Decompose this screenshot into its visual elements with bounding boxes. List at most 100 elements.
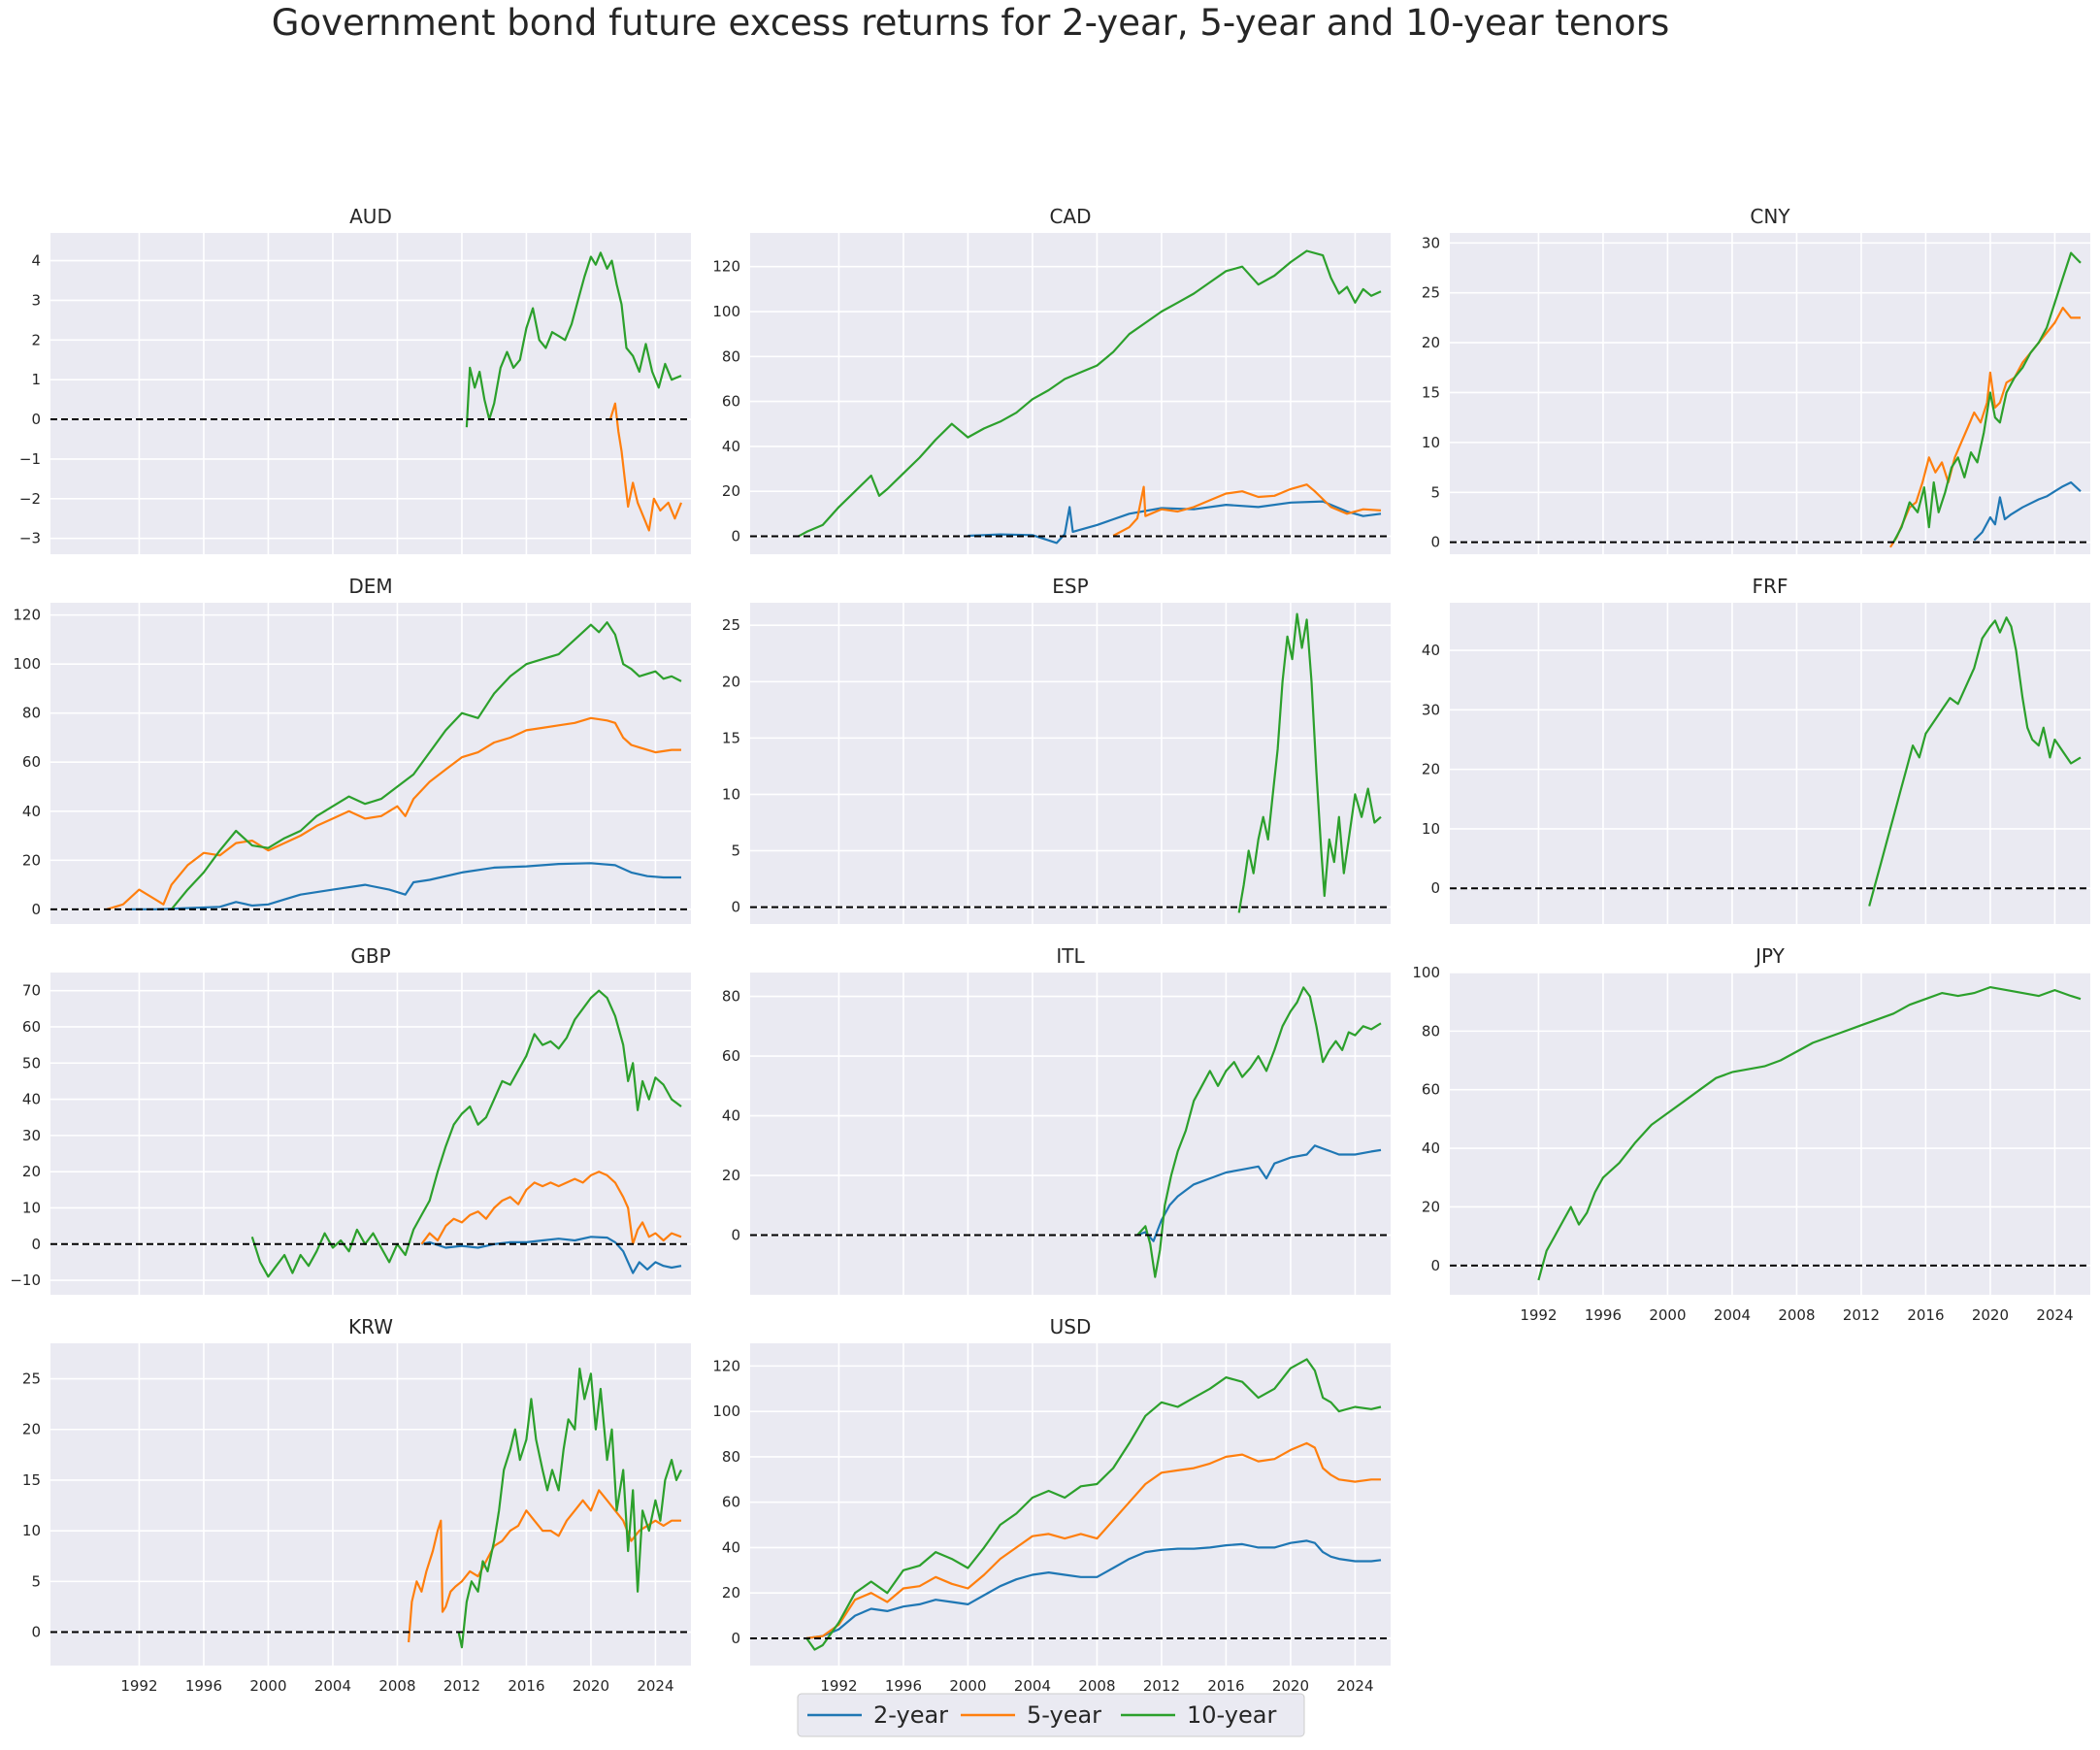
series-line-5-year [1112,483,1382,537]
plot-area-aud [50,233,691,554]
y-tick-label: −3 [19,530,41,547]
panel-gbp: GBP −10 0 10 20 30 40 50 60 70 [10,944,691,1295]
series-line-10-year [465,251,682,428]
panel-usd: USD 0 20 40 60 80 100 120 1992 1996 2000 2004 2008 20… [712,1315,1391,1695]
x-tick-label: 2016 [1907,1306,1944,1324]
panel-title: FRF [1753,575,1788,598]
y-tick-label: 100 [13,655,41,673]
series-group-krw [408,1368,682,1649]
x-tick-label: 2024 [1336,1677,1373,1695]
legend-item-10-year: 10-year [1121,1701,1276,1729]
y-tick-label: 20 [1422,334,1440,351]
y-tick-label: 0 [31,1236,41,1253]
panel-frf: FRF 0 10 20 30 40 [1422,575,2090,924]
x-tick-label: 2000 [949,1677,986,1695]
plot-area-dem [50,603,691,924]
x-tick-label: 1992 [820,1677,857,1695]
y-tick-label: 70 [22,982,41,1000]
panel-title: CAD [1049,205,1091,228]
y-tick-label: 60 [722,1494,740,1511]
panel-cad: CAD 0 20 40 60 80 100 120 [712,205,1391,554]
legend-box [797,1693,1305,1737]
y-tick-label: 5 [1430,483,1440,501]
x-tick-label: 2024 [637,1677,673,1695]
y-tick-label: 1 [31,371,41,388]
y-tick-label: 10 [22,1199,41,1216]
y-tick-label: 80 [722,347,740,365]
y-tick-label: 0 [31,1624,41,1641]
y-tick-label: 40 [22,803,41,820]
y-tick-label: 80 [722,988,740,1006]
x-tick-label: 2012 [1843,1306,1880,1324]
plot-area-esp [750,603,1391,924]
series-group-cad [798,249,1382,545]
series-line-2-year [421,1236,682,1274]
series-group-gbp [250,989,682,1278]
x-tick-label: 1996 [1585,1306,1622,1324]
x-tick-label: 2008 [378,1677,415,1695]
y-tick-label: 60 [1422,1081,1440,1099]
figure-title: Government bond future excess returns fo… [272,2,1669,44]
plot-area-gbp [50,973,691,1295]
y-tick-label: 0 [1430,1257,1440,1274]
series-line-10-year [1136,986,1382,1278]
y-tick-label: −2 [19,490,41,508]
y-tick-label: 80 [1422,1022,1440,1040]
series-group-frf [1868,616,2082,907]
y-tick-label: 20 [22,1163,41,1180]
panel-title: ITL [1056,944,1085,968]
x-tick-label: 2004 [314,1677,351,1695]
y-tick-label: 100 [1412,964,1440,981]
y-tick-label: 2 [31,331,41,348]
series-line-2-year [806,1539,1382,1639]
x-tick-label: 1996 [185,1677,222,1695]
series-group-cny [1888,251,2082,548]
series-line-10-year [170,621,682,910]
y-tick-label: −10 [10,1271,41,1289]
y-tick-label: 25 [1422,284,1440,302]
y-tick-label: 40 [722,438,740,455]
series-line-5-year [608,402,683,532]
y-tick-label: 40 [722,1107,740,1125]
x-tick-label: 2020 [1972,1306,2009,1324]
series-line-10-year [1892,251,2082,544]
series-group-itl [1136,986,1382,1278]
series-line-10-year [805,1358,1382,1651]
panel-title: DEM [348,575,392,598]
y-tick-label: 3 [31,291,41,309]
panel-title: JPY [1754,944,1786,968]
series-group-jpy [1537,986,2082,1281]
series-line-10-year [1237,612,1382,913]
y-tick-label: 60 [722,393,740,411]
y-tick-label: 25 [22,1370,41,1388]
y-tick-label: 120 [13,607,41,624]
y-tick-label: 60 [22,1018,41,1036]
x-tick-label: 1992 [120,1677,157,1695]
y-tick-label: 10 [1422,434,1440,451]
y-tick-label: 80 [722,1448,740,1466]
x-tick-label: 2008 [1078,1677,1115,1695]
x-tick-label: 2012 [1143,1677,1180,1695]
plot-area-itl [750,973,1391,1295]
y-tick-label: 30 [22,1127,41,1144]
x-tick-label: 2004 [1714,1306,1751,1324]
panel-title: KRW [348,1315,393,1338]
y-tick-label: 15 [722,729,740,746]
y-tick-label: 120 [712,1357,740,1374]
y-tick-label: 120 [712,258,740,276]
series-line-2-year [1136,1144,1382,1242]
y-tick-label: 30 [1422,234,1440,251]
y-tick-label: 40 [22,1091,41,1108]
y-tick-label: 0 [31,901,41,918]
panel-cny: CNY 0 5 10 15 20 25 30 [1422,205,2090,554]
panel-krw: KRW 0 5 10 15 20 25 1992 1996 2000 2004 2008 2012 201… [22,1315,691,1695]
panel-title: AUD [349,205,392,228]
y-tick-label: 40 [722,1538,740,1556]
y-tick-label: 20 [722,673,740,690]
y-tick-label: −1 [19,450,41,468]
x-tick-label: 2004 [1014,1677,1051,1695]
y-tick-label: 4 [31,252,41,270]
y-tick-label: 10 [722,785,740,803]
x-tick-label: 2024 [2036,1306,2073,1324]
